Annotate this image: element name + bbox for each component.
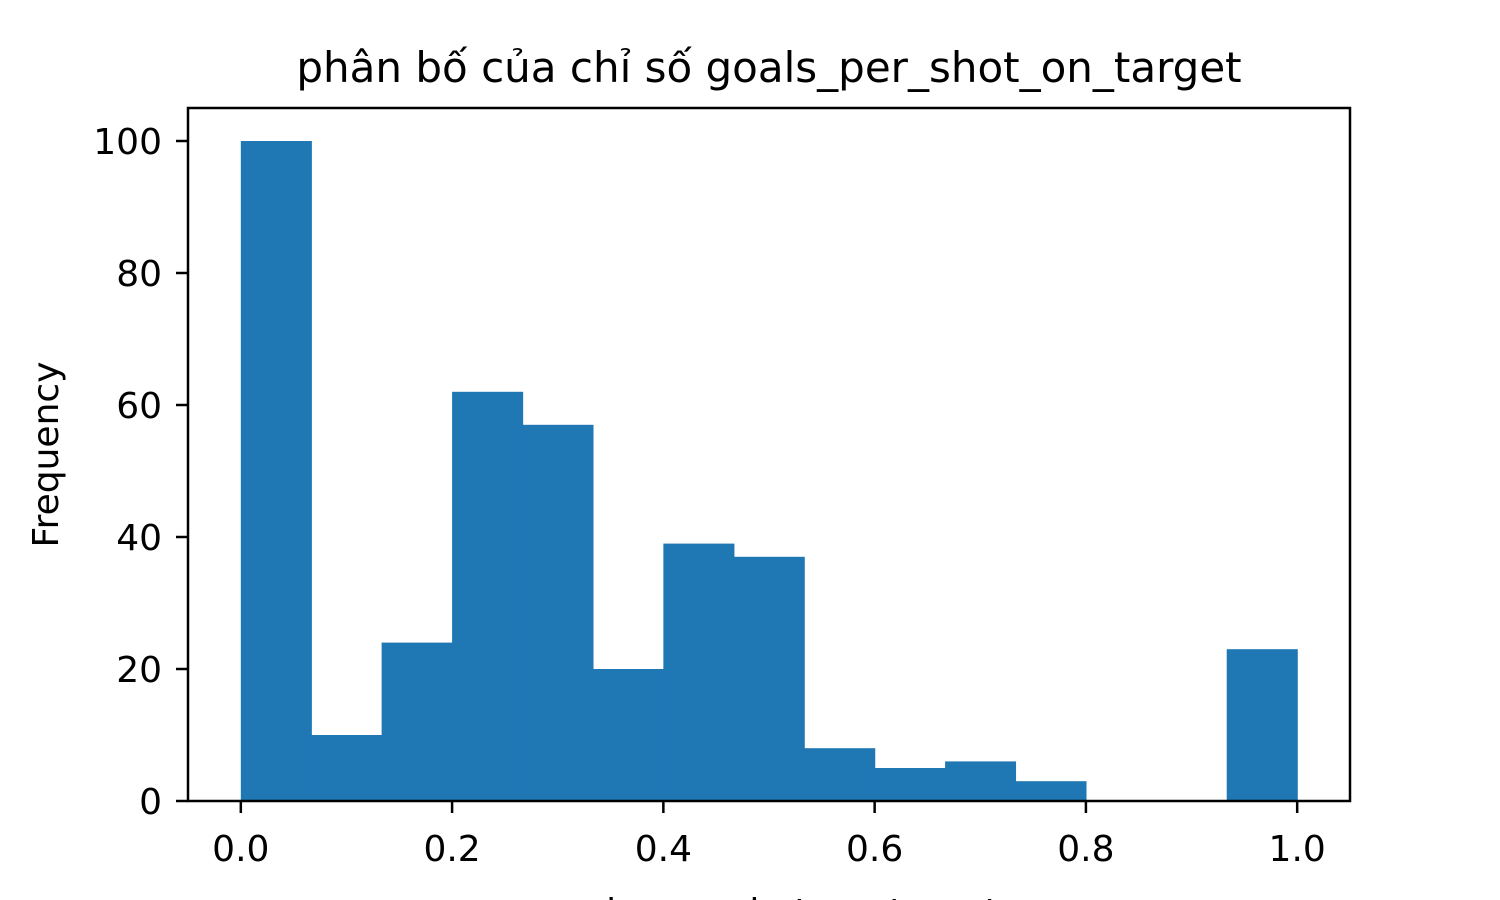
histogram-bar <box>733 556 805 801</box>
x-axis-label: goals_per_shot_on_target <box>539 892 999 900</box>
x-tick-label: 0.4 <box>635 829 692 870</box>
histogram-bar <box>522 424 594 801</box>
x-tick-label: 0.6 <box>846 829 903 870</box>
x-tick-label: 1.0 <box>1269 829 1326 870</box>
histogram-bar <box>874 768 946 801</box>
histogram-bar <box>311 735 383 801</box>
histogram-bar <box>804 748 876 801</box>
histogram-bar <box>945 761 1017 801</box>
y-tick-label: 100 <box>93 122 162 163</box>
histogram-bar <box>381 642 453 801</box>
y-tick-label: 60 <box>116 386 162 427</box>
y-tick-label: 20 <box>116 650 162 691</box>
y-tick-label: 0 <box>139 782 162 823</box>
histogram-bar <box>452 391 524 801</box>
histogram-bar <box>663 543 735 801</box>
x-tick-label: 0.8 <box>1057 829 1114 870</box>
y-tick-label: 80 <box>116 254 162 295</box>
x-tick-label: 0.0 <box>212 829 269 870</box>
chart-title: phân bố của chỉ số goals_per_shot_on_tar… <box>296 43 1241 92</box>
bars-group <box>240 141 1298 801</box>
histogram-bar <box>1226 649 1298 801</box>
y-axis-label: Frequency <box>26 362 67 548</box>
y-axis-ticks: 0 20 40 60 80 100 <box>93 122 188 823</box>
y-tick-label: 40 <box>116 518 162 559</box>
histogram-bar <box>592 669 664 801</box>
histogram-bar <box>240 141 312 801</box>
x-tick-label: 0.2 <box>423 829 480 870</box>
histogram-bar <box>1015 781 1087 801</box>
x-axis-ticks: 0.0 0.2 0.4 0.6 0.8 1.0 <box>212 801 1326 870</box>
plot-frame <box>186 106 1352 803</box>
